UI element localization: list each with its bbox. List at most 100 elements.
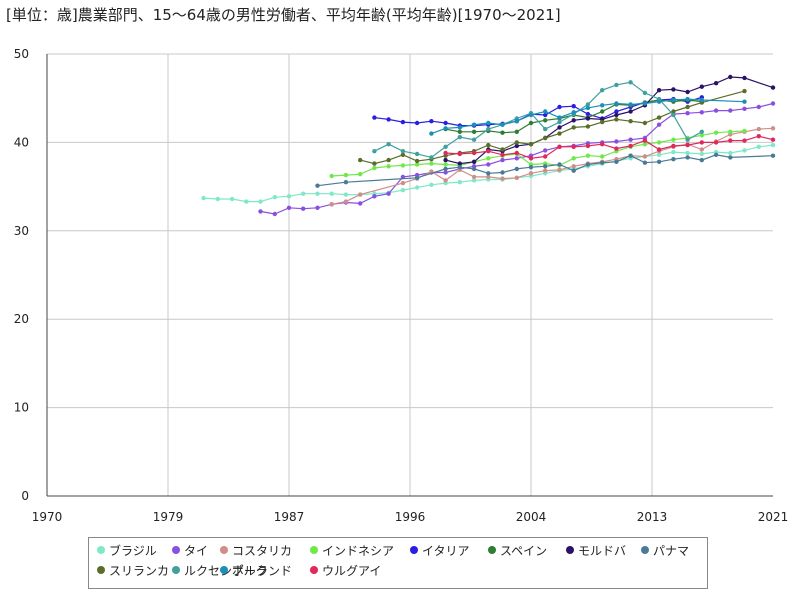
data-point: [329, 191, 334, 196]
data-point: [443, 178, 448, 183]
legend-marker-icon: [172, 546, 180, 554]
legend-marker-icon: [172, 566, 180, 574]
data-point: [414, 162, 420, 167]
data-point: [429, 161, 434, 166]
legend-item: ポーランド: [220, 562, 292, 578]
data-point: [258, 199, 263, 204]
legend-label: ブラジル: [109, 543, 157, 558]
data-point: [699, 97, 704, 103]
data-point: [543, 118, 548, 123]
data-point: [742, 148, 747, 153]
data-point: [514, 119, 519, 124]
data-point: [600, 142, 605, 147]
data-point: [315, 191, 320, 196]
data-point: [343, 172, 349, 178]
x-tick-label: 1987: [274, 510, 305, 524]
data-point: [500, 130, 505, 135]
data-point: [329, 173, 334, 179]
data-point: [699, 133, 704, 138]
data-point: [642, 101, 648, 106]
data-point: [585, 153, 591, 158]
data-point: [628, 102, 633, 107]
data-point: [443, 166, 448, 172]
legend-label: パナマ: [653, 543, 690, 558]
data-point: [671, 137, 676, 142]
data-point: [728, 138, 733, 143]
data-point: [713, 81, 719, 86]
data-point: [358, 157, 363, 163]
data-point: [471, 178, 477, 183]
data-point: [614, 112, 619, 118]
data-point: [699, 157, 704, 163]
data-point: [400, 149, 406, 154]
data-point: [628, 137, 633, 142]
data-point: [343, 180, 349, 185]
data-point: [400, 180, 406, 186]
data-point: [770, 153, 776, 158]
data-point: [770, 85, 776, 90]
data-point: [571, 144, 576, 149]
data-point: [756, 126, 761, 132]
data-point: [414, 185, 420, 190]
data-point: [486, 149, 491, 154]
legend-label: イタリア: [422, 543, 470, 558]
data-point: [614, 109, 619, 114]
data-point: [429, 182, 434, 187]
data-point: [571, 156, 576, 161]
data-point: [500, 152, 505, 157]
legend-item: スリランカ: [97, 562, 169, 578]
data-point: [585, 116, 591, 121]
data-point: [656, 140, 662, 145]
data-point: [742, 106, 747, 112]
data-point: [671, 87, 676, 92]
data-point: [457, 161, 462, 166]
legend-marker-icon: [310, 566, 318, 574]
data-point: [699, 129, 704, 134]
data-point: [514, 166, 519, 172]
legend-item: タイ: [172, 542, 208, 558]
data-point: [571, 168, 576, 173]
legend-item: イタリア: [410, 542, 470, 558]
data-point: [457, 134, 462, 140]
data-point: [742, 138, 747, 143]
data-point: [671, 157, 676, 162]
data-point: [443, 157, 448, 163]
data-point: [443, 126, 448, 131]
data-point: [486, 171, 491, 176]
series-line: [360, 90, 745, 165]
data-point: [543, 148, 548, 153]
data-point: [770, 101, 776, 106]
data-point: [386, 164, 391, 169]
data-point: [628, 153, 633, 158]
data-point: [699, 151, 704, 157]
data-point: [642, 142, 648, 147]
data-point: [642, 154, 648, 159]
data-point: [343, 192, 349, 197]
data-point: [400, 163, 406, 168]
data-point: [728, 129, 733, 134]
legend-marker-icon: [641, 546, 649, 554]
data-point: [286, 194, 292, 199]
x-tick-label: 2021: [758, 510, 789, 524]
data-point: [457, 129, 462, 134]
y-tick-label: 10: [14, 401, 29, 415]
legend-marker-icon: [97, 546, 105, 554]
data-point: [685, 104, 690, 110]
legend-label: スリランカ: [109, 563, 170, 578]
data-point: [486, 156, 491, 161]
data-point: [514, 150, 519, 156]
data-point: [557, 115, 562, 120]
legend-label: タイ: [184, 543, 209, 558]
data-point: [614, 146, 619, 151]
data-point: [571, 125, 576, 130]
data-point: [685, 89, 690, 95]
data-point: [585, 143, 591, 149]
data-point: [728, 108, 733, 113]
data-point: [571, 110, 576, 115]
data-point: [386, 142, 391, 147]
data-point: [685, 155, 690, 160]
legend-marker-icon: [566, 546, 574, 554]
data-point: [713, 108, 719, 113]
series-layer: [201, 74, 776, 217]
data-point: [671, 97, 676, 103]
